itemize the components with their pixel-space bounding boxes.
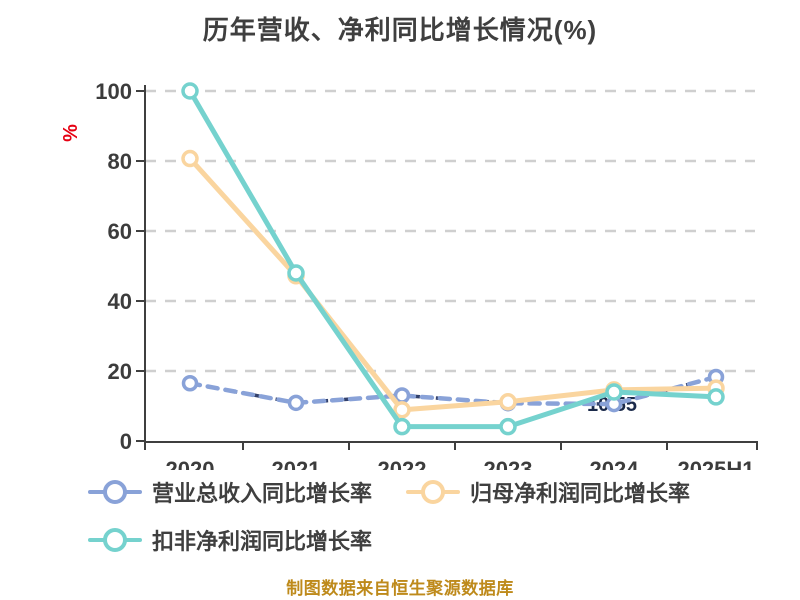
plot-area: 020406080100202020212022202320242025H1%1… — [60, 79, 758, 470]
x-tick-label: 2025H1 — [677, 457, 754, 470]
x-tick-label: 2022 — [378, 457, 427, 470]
data-point — [181, 375, 199, 392]
series-line-2 — [187, 88, 719, 430]
legend-label-net-profit-growth: 归母净利润同比增长率 — [470, 481, 691, 506]
legend-marker-revenue-icon — [88, 478, 142, 506]
data-point — [181, 82, 199, 100]
legend-item-net-profit-growth: 归母净利润同比增长率 — [406, 478, 690, 506]
data-point — [605, 383, 623, 401]
legend-label-non-gaap-growth: 扣非净利润同比增长率 — [152, 529, 373, 554]
data-point — [499, 393, 517, 411]
legend-marker-net-profit-icon — [406, 478, 460, 506]
y-tick-label: 80 — [108, 149, 132, 174]
y-tick-label: 40 — [108, 289, 132, 314]
data-source-note: 制图数据来自恒生聚源数据库 — [286, 579, 514, 598]
x-tick-label: 2020 — [166, 457, 215, 470]
data-point — [393, 387, 411, 404]
x-tick-label: 2021 — [272, 457, 321, 470]
y-axis-unit-label: % — [60, 124, 82, 142]
series-line-1 — [187, 156, 719, 413]
data-point — [393, 401, 411, 419]
x-tick-label: 2023 — [484, 457, 533, 470]
data-point — [287, 394, 305, 412]
data-point — [181, 149, 199, 168]
x-tick-label: 2024 — [590, 457, 640, 470]
legend-label-revenue-growth: 营业总收入同比增长率 — [152, 481, 373, 506]
y-tick-label: 0 — [120, 429, 132, 454]
y-tick-label: 60 — [108, 219, 132, 244]
legend-item-non-gaap-growth: 扣非净利润同比增长率 — [88, 526, 372, 554]
y-tick-label: 20 — [108, 359, 132, 384]
legend-marker-non-gaap-icon — [88, 526, 142, 554]
data-point — [393, 417, 411, 436]
data-point — [287, 264, 305, 282]
legend-item-revenue-growth: 营业总收入同比增长率 — [88, 478, 372, 506]
data-point — [707, 388, 725, 406]
data-point — [499, 417, 517, 436]
chart-title: 历年营收、净利同比增长情况(%) — [202, 15, 598, 45]
y-tick-label: 100 — [95, 79, 132, 104]
series-line-0 — [187, 374, 719, 407]
